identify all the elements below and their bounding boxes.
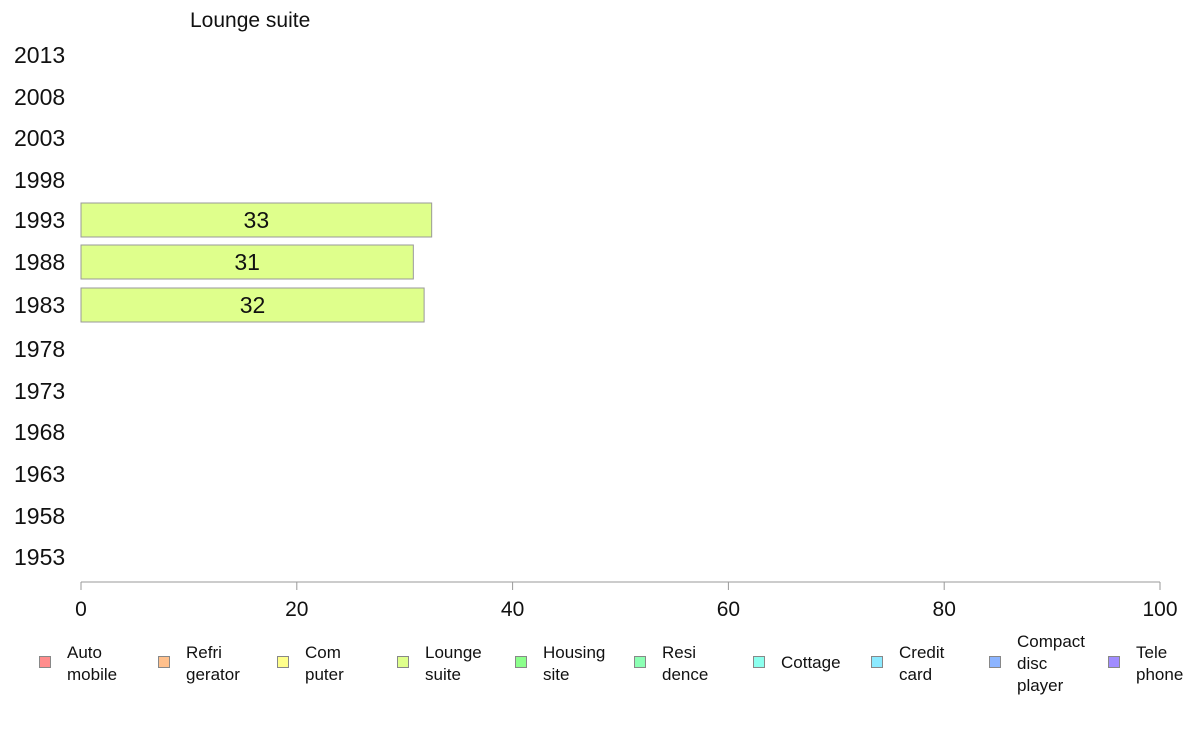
y-tick-label-2013: 2013 [14, 42, 65, 68]
x-axis: 0 20 40 60 80 100 [75, 581, 1178, 621]
bar-label-1983: 32 [240, 292, 266, 318]
y-tick-label-1973: 1973 [14, 378, 65, 404]
legend-swatch [277, 656, 289, 668]
x-tick-label-0: 0 [75, 598, 87, 621]
legend-label: Tele phone [1136, 643, 1184, 684]
legend-item: Credit card [871, 642, 944, 686]
legend-label: Auto mobile [67, 643, 118, 684]
legend-item: Lounge suite [397, 642, 482, 686]
x-tick-label-100: 100 [1142, 598, 1177, 621]
legend-label: Com puter [305, 643, 344, 684]
y-tick-label-2008: 2008 [14, 84, 65, 110]
chart-title: Lounge suite [190, 9, 310, 32]
legend-swatch [158, 656, 170, 668]
legend-label: Cottage [781, 653, 841, 672]
legend-item: Compact disc player [989, 631, 1085, 697]
bar-chart: Lounge suite 2013 2008 2003 1998 1993 1988 198… [14, 9, 1178, 621]
y-tick-label-1983: 1983 [14, 292, 65, 318]
x-tick-label-40: 40 [501, 598, 524, 621]
bar-1983 [80, 287, 425, 323]
legend-label: Resi dence [662, 643, 709, 684]
legend-label: Compact disc player [1017, 632, 1086, 695]
legend-swatch [989, 656, 1001, 668]
y-tick-label-1953: 1953 [14, 544, 65, 570]
legend-item: Auto mobile [39, 642, 117, 686]
y-tick-label-1998: 1998 [14, 167, 65, 193]
y-tick-label-1993: 1993 [14, 207, 65, 233]
legend-item: Cottage [753, 642, 841, 674]
y-tick-label-1963: 1963 [14, 461, 65, 487]
y-tick-label-1988: 1988 [14, 249, 65, 275]
y-tick-label-1968: 1968 [14, 419, 65, 445]
legend-swatch [871, 656, 883, 668]
x-tick-label-60: 60 [717, 598, 740, 621]
y-tick-label-2003: 2003 [14, 125, 65, 151]
legend-swatch [397, 656, 409, 668]
legend-item: Refri gerator [158, 642, 240, 686]
legend-label: Credit card [899, 643, 945, 684]
legend-swatch [753, 656, 765, 668]
y-axis-labels: 2013 2008 2003 1998 1993 1988 1983 1978 1973 1968… [14, 42, 65, 570]
bars [80, 202, 433, 323]
y-tick-label-1958: 1958 [14, 503, 65, 529]
bar-label-1993: 33 [244, 207, 270, 233]
legend-swatch [1108, 656, 1120, 668]
legend-item: Com puter [277, 642, 344, 686]
bar-1993 [80, 202, 433, 238]
legend-item: Housing site [515, 642, 605, 686]
bar-1988 [80, 244, 414, 280]
bar-data-labels: 33 31 32 [234, 207, 269, 318]
legend-label: Lounge suite [425, 643, 482, 684]
y-tick-label-1978: 1978 [14, 336, 65, 362]
legend-item: Resi dence [634, 642, 708, 686]
legend-label: Refri gerator [186, 643, 240, 684]
legend-item: Tele phone [1108, 642, 1183, 686]
legend-swatch [515, 656, 527, 668]
legend-swatch [39, 656, 51, 668]
x-tick-label-20: 20 [285, 598, 308, 621]
bar-label-1988: 31 [234, 249, 260, 275]
legend-label: Housing site [543, 643, 606, 684]
x-tick-label-80: 80 [933, 598, 956, 621]
legend-swatch [634, 656, 646, 668]
